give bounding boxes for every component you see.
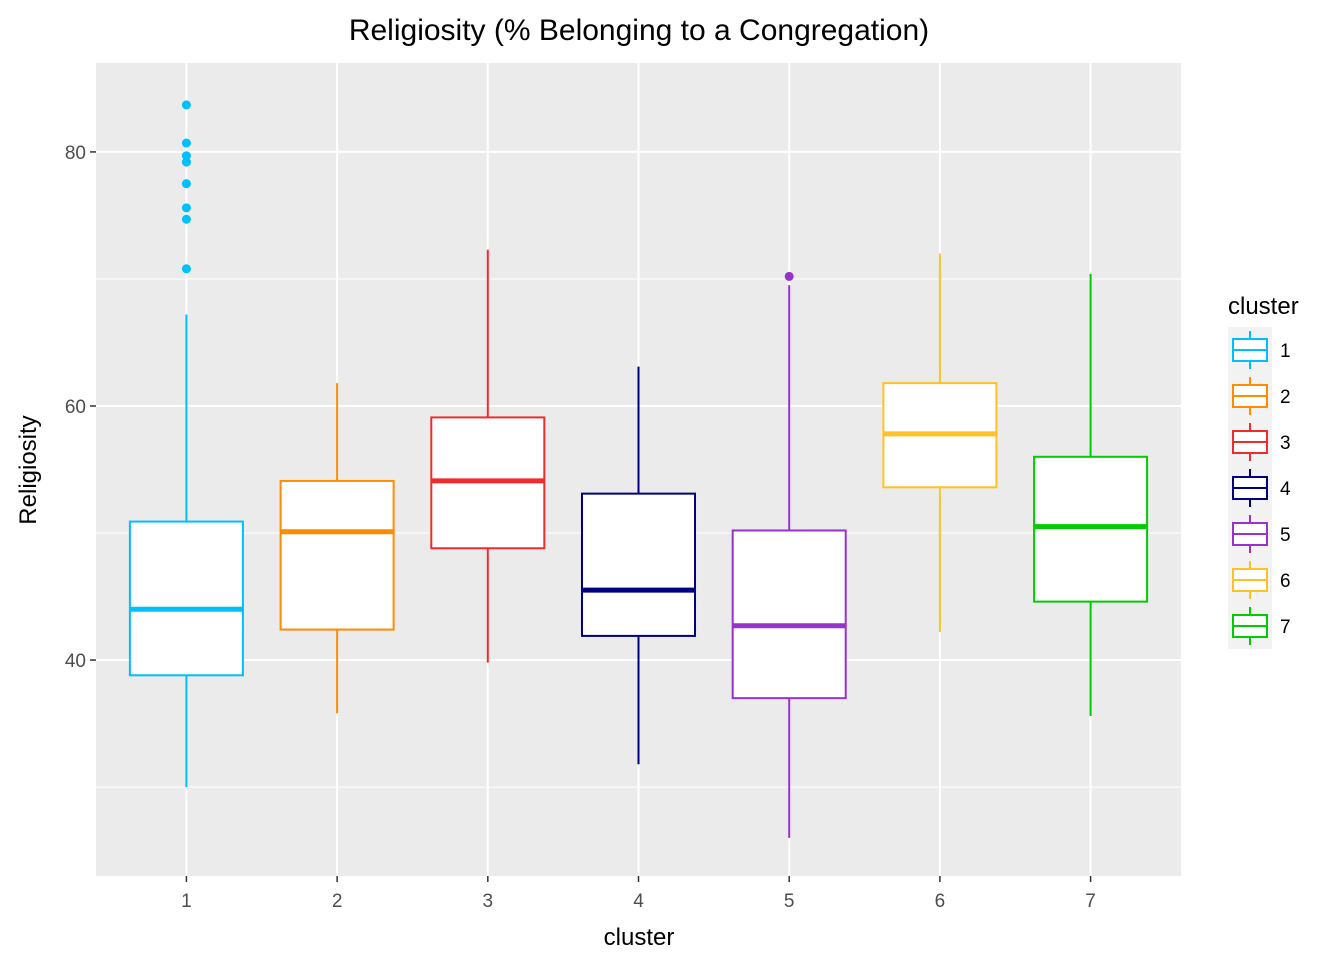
y-axis: 40 60 80	[65, 143, 96, 672]
outlier-point	[181, 179, 191, 189]
legend-label: 7	[1280, 617, 1291, 638]
legend-label: 1	[1280, 341, 1291, 362]
outlier-point	[181, 100, 191, 110]
outlier-point	[784, 271, 794, 281]
outlier-point	[181, 151, 191, 161]
chart-title: Religiosity (% Belonging to a Congregati…	[349, 14, 929, 47]
legend-item-3: 3	[1228, 419, 1291, 465]
box-iqr	[580, 492, 697, 637]
y-tick-label: 80	[65, 143, 86, 164]
x-tick-label: 5	[784, 891, 795, 912]
legend-title: cluster	[1228, 293, 1299, 320]
legend: cluster 1 2 3 4 5 6 7	[1228, 293, 1299, 649]
legend-item-7: 7	[1228, 603, 1291, 649]
legend-label: 3	[1280, 433, 1291, 454]
x-tick-label: 6	[935, 891, 946, 912]
box-iqr	[128, 520, 244, 677]
x-tick-label: 3	[483, 891, 494, 912]
legend-label: 2	[1280, 387, 1291, 408]
legend-label: 4	[1280, 479, 1291, 500]
legend-item-6: 6	[1228, 557, 1291, 603]
box-cluster-5	[731, 271, 847, 838]
box-cluster-3	[430, 249, 546, 663]
box-cluster-6	[882, 253, 998, 633]
outlier-point	[181, 264, 191, 274]
x-axis-title: cluster	[604, 924, 675, 951]
legend-item-1: 1	[1228, 327, 1291, 373]
box-cluster-7	[1033, 273, 1149, 716]
x-tick-label: 7	[1085, 891, 1096, 912]
box-cluster-2	[279, 383, 395, 714]
box-iqr	[279, 479, 395, 631]
y-axis-title: Religiosity	[15, 415, 42, 524]
box-cluster-4	[580, 366, 697, 765]
box-cluster-1	[128, 100, 244, 788]
legend-item-2: 2	[1228, 373, 1291, 419]
boxes-layer	[128, 100, 1149, 838]
y-tick-label: 40	[65, 651, 86, 672]
outlier-point	[181, 157, 191, 167]
box-iqr	[1033, 455, 1149, 603]
x-tick-label: 1	[181, 891, 192, 912]
legend-label: 6	[1280, 571, 1291, 592]
y-tick-label: 60	[65, 397, 86, 418]
legend-item-4: 4	[1228, 465, 1291, 511]
outlier-point	[181, 203, 191, 213]
x-tick-label: 4	[633, 891, 644, 912]
x-axis: 1 2 3 4 5 6 7	[181, 876, 1096, 912]
legend-item-5: 5	[1228, 511, 1291, 557]
outlier-point	[181, 138, 191, 148]
box-iqr	[731, 529, 847, 700]
x-tick-label: 2	[332, 891, 343, 912]
outlier-point	[181, 214, 191, 224]
legend-label: 5	[1280, 525, 1291, 546]
